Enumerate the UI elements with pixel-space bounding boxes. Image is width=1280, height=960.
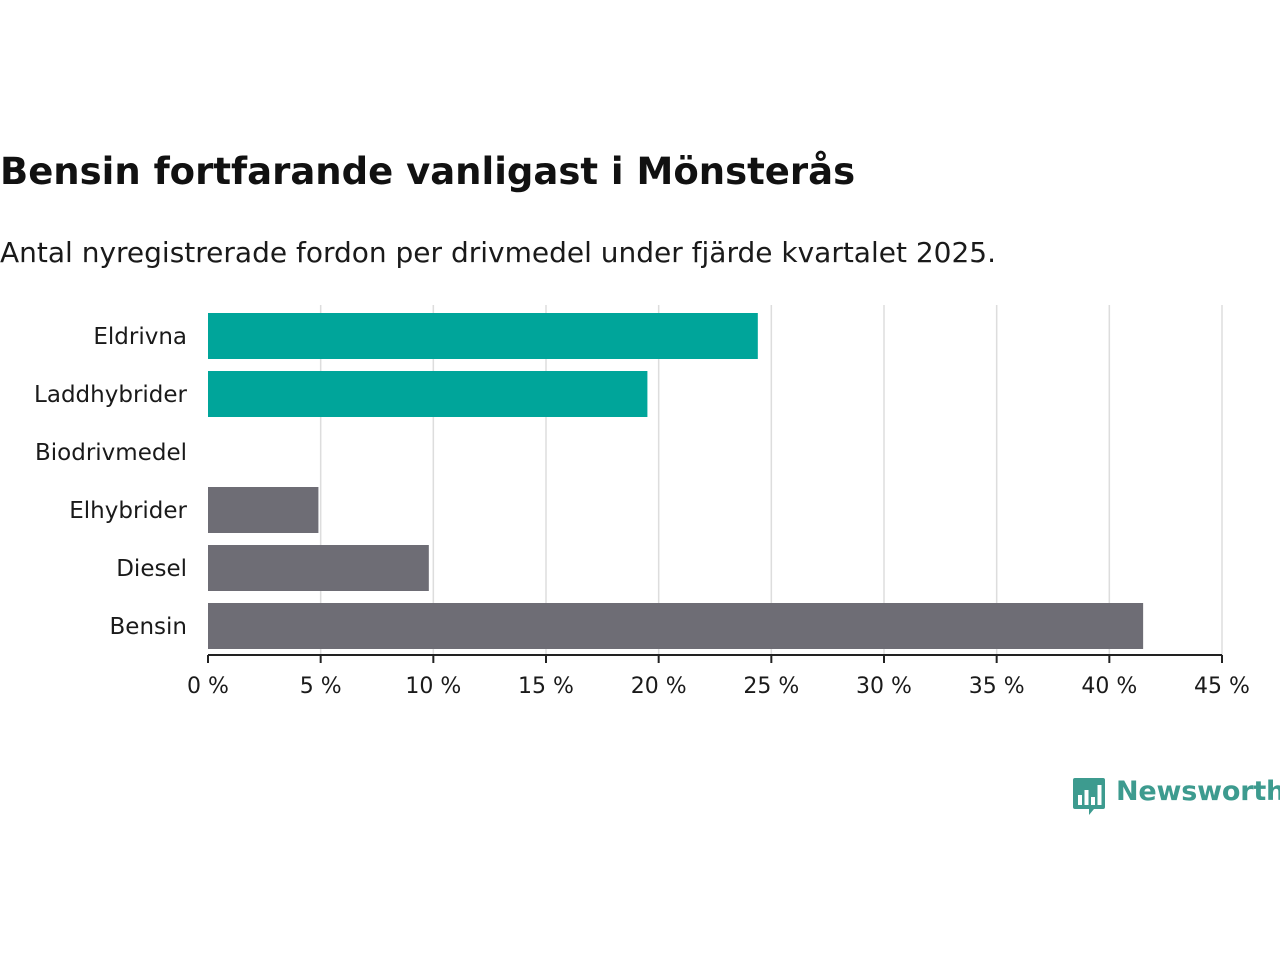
bar-elhybrider — [208, 487, 319, 533]
category-label: Eldrivna — [93, 324, 187, 350]
category-label: Laddhybrider — [34, 382, 187, 408]
x-tick-label: 10 % — [405, 674, 461, 699]
x-tick-label: 25 % — [743, 674, 799, 699]
x-tick-label: 30 % — [856, 674, 912, 699]
x-tick-label: 15 % — [518, 674, 574, 699]
category-label: Bensin — [110, 614, 187, 640]
gridlines — [319, 305, 1223, 655]
x-tick-label: 45 % — [1194, 674, 1250, 699]
x-tick-label: 0 % — [187, 674, 229, 699]
category-label: Diesel — [116, 556, 187, 582]
bar-chart: 0 % 5 % 10 % 15 % 20 % 25 % 30 % 35 % 40 % 45 % E… — [34, 305, 1250, 699]
bar-laddhybrider — [208, 371, 648, 417]
bar-eldrivna — [208, 313, 758, 359]
newsworthy-logo: Newsworthy — [1072, 776, 1280, 820]
bar-chart-speech-bubble-icon — [1073, 778, 1105, 815]
x-tick-label: 40 % — [1081, 674, 1137, 699]
category-labels: Eldrivna Laddhybrider Biodrivmedel Elhybrid… — [34, 324, 187, 640]
chart-title: Bensin fortfarande vanligast i Mönsterås — [0, 150, 856, 193]
category-label: Biodrivmedel — [35, 440, 187, 466]
brand-name: Newsworthy — [1116, 776, 1280, 807]
bars — [208, 313, 1144, 649]
bar-diesel — [208, 545, 429, 591]
x-tick-label: 35 % — [969, 674, 1025, 699]
x-axis: 0 % 5 % 10 % 15 % 20 % 25 % 30 % 35 % 40 % 45 % — [187, 654, 1250, 699]
x-tick-label: 5 % — [300, 674, 342, 699]
chart-subtitle: Antal nyregistrerade fordon per drivmede… — [0, 236, 997, 269]
category-label: Elhybrider — [69, 498, 187, 524]
x-tick-label: 20 % — [631, 674, 687, 699]
bar-bensin — [208, 603, 1144, 649]
